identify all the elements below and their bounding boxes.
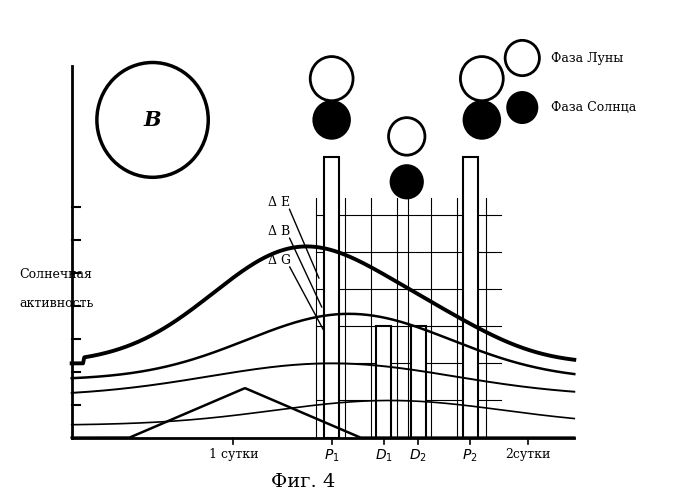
Text: $D_2$: $D_2$	[409, 448, 427, 464]
Bar	[324, 157, 339, 438]
Text: активность: активность	[19, 296, 94, 310]
Text: Солнечная: Солнечная	[19, 268, 93, 281]
Text: Фиг. 4: Фиг. 4	[271, 472, 335, 490]
Text: В: В	[144, 110, 161, 130]
Bar	[411, 326, 425, 438]
Text: 1 сутки: 1 сутки	[209, 448, 258, 461]
Ellipse shape	[390, 165, 422, 198]
Text: 2сутки: 2сутки	[505, 448, 551, 461]
Ellipse shape	[507, 92, 537, 123]
Text: Δ G: Δ G	[268, 254, 291, 266]
Text: $D_1$: $D_1$	[374, 448, 393, 464]
Text: $P_2$: $P_2$	[463, 448, 478, 464]
Text: Δ B: Δ B	[268, 225, 290, 238]
Bar	[463, 157, 477, 438]
Text: Фаза Луны: Фаза Луны	[551, 52, 624, 64]
Bar	[377, 326, 391, 438]
Text: Δ E: Δ E	[268, 196, 290, 209]
Ellipse shape	[313, 101, 350, 138]
Ellipse shape	[464, 101, 500, 138]
Text: $P_1$: $P_1$	[324, 448, 340, 464]
Text: Фаза Солнца: Фаза Солнца	[551, 101, 636, 114]
